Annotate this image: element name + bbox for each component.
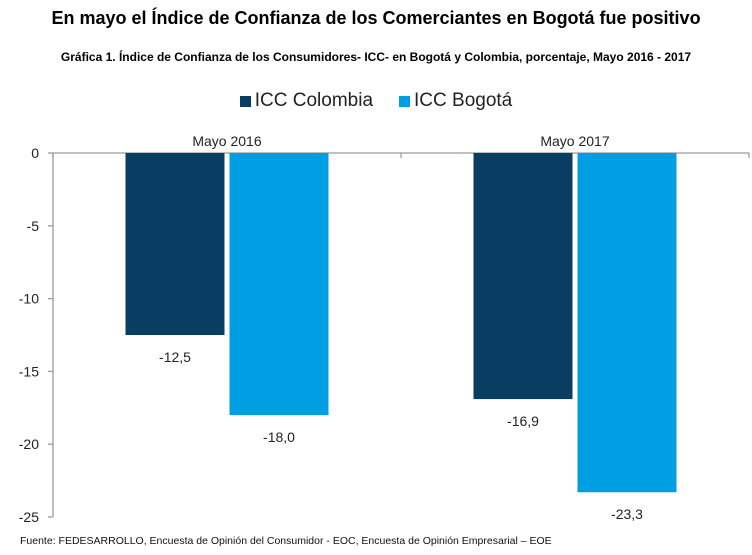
legend-item-icc-colombia: ICC Colombia	[239, 90, 374, 112]
y-tick-label: -10	[19, 291, 39, 307]
data-label: -12,5	[159, 349, 191, 365]
legend-item-icc-bogota: ICC Bogotá	[399, 90, 512, 112]
legend-swatch-icc-bogota	[399, 95, 411, 107]
source-note: Fuente: FEDESARROLLO, Encuesta de Opinió…	[20, 535, 552, 547]
legend-label: ICC Bogotá	[414, 90, 513, 111]
data-label: -18,0	[263, 429, 295, 445]
bar-icc-colombia-0	[125, 153, 225, 335]
data-label: -16,9	[507, 413, 539, 429]
legend: ICC Colombia ICC Bogotá	[0, 90, 752, 112]
data-label: -23,3	[611, 506, 643, 522]
page-title: En mayo el Índice de Confianza de los Co…	[51, 8, 701, 28]
category-label: Mayo 2016	[192, 133, 261, 149]
legend-label: ICC Colombia	[254, 90, 374, 111]
y-tick-label: -20	[19, 436, 39, 452]
legend-swatch-icc-colombia	[239, 95, 251, 107]
y-tick-label: -15	[19, 363, 39, 379]
y-tick-label: 0	[31, 145, 39, 161]
category-label: Mayo 2017	[540, 133, 609, 149]
y-tick-label: -5	[27, 218, 40, 234]
bar-icc-bogot--1	[577, 153, 677, 493]
bar-icc-bogot--0	[229, 153, 329, 416]
y-tick-label: -25	[19, 509, 39, 525]
bar-icc-colombia-1	[473, 153, 573, 400]
chart-subtitle: Gráfica 1. Índice de Confianza de los Co…	[60, 50, 692, 64]
